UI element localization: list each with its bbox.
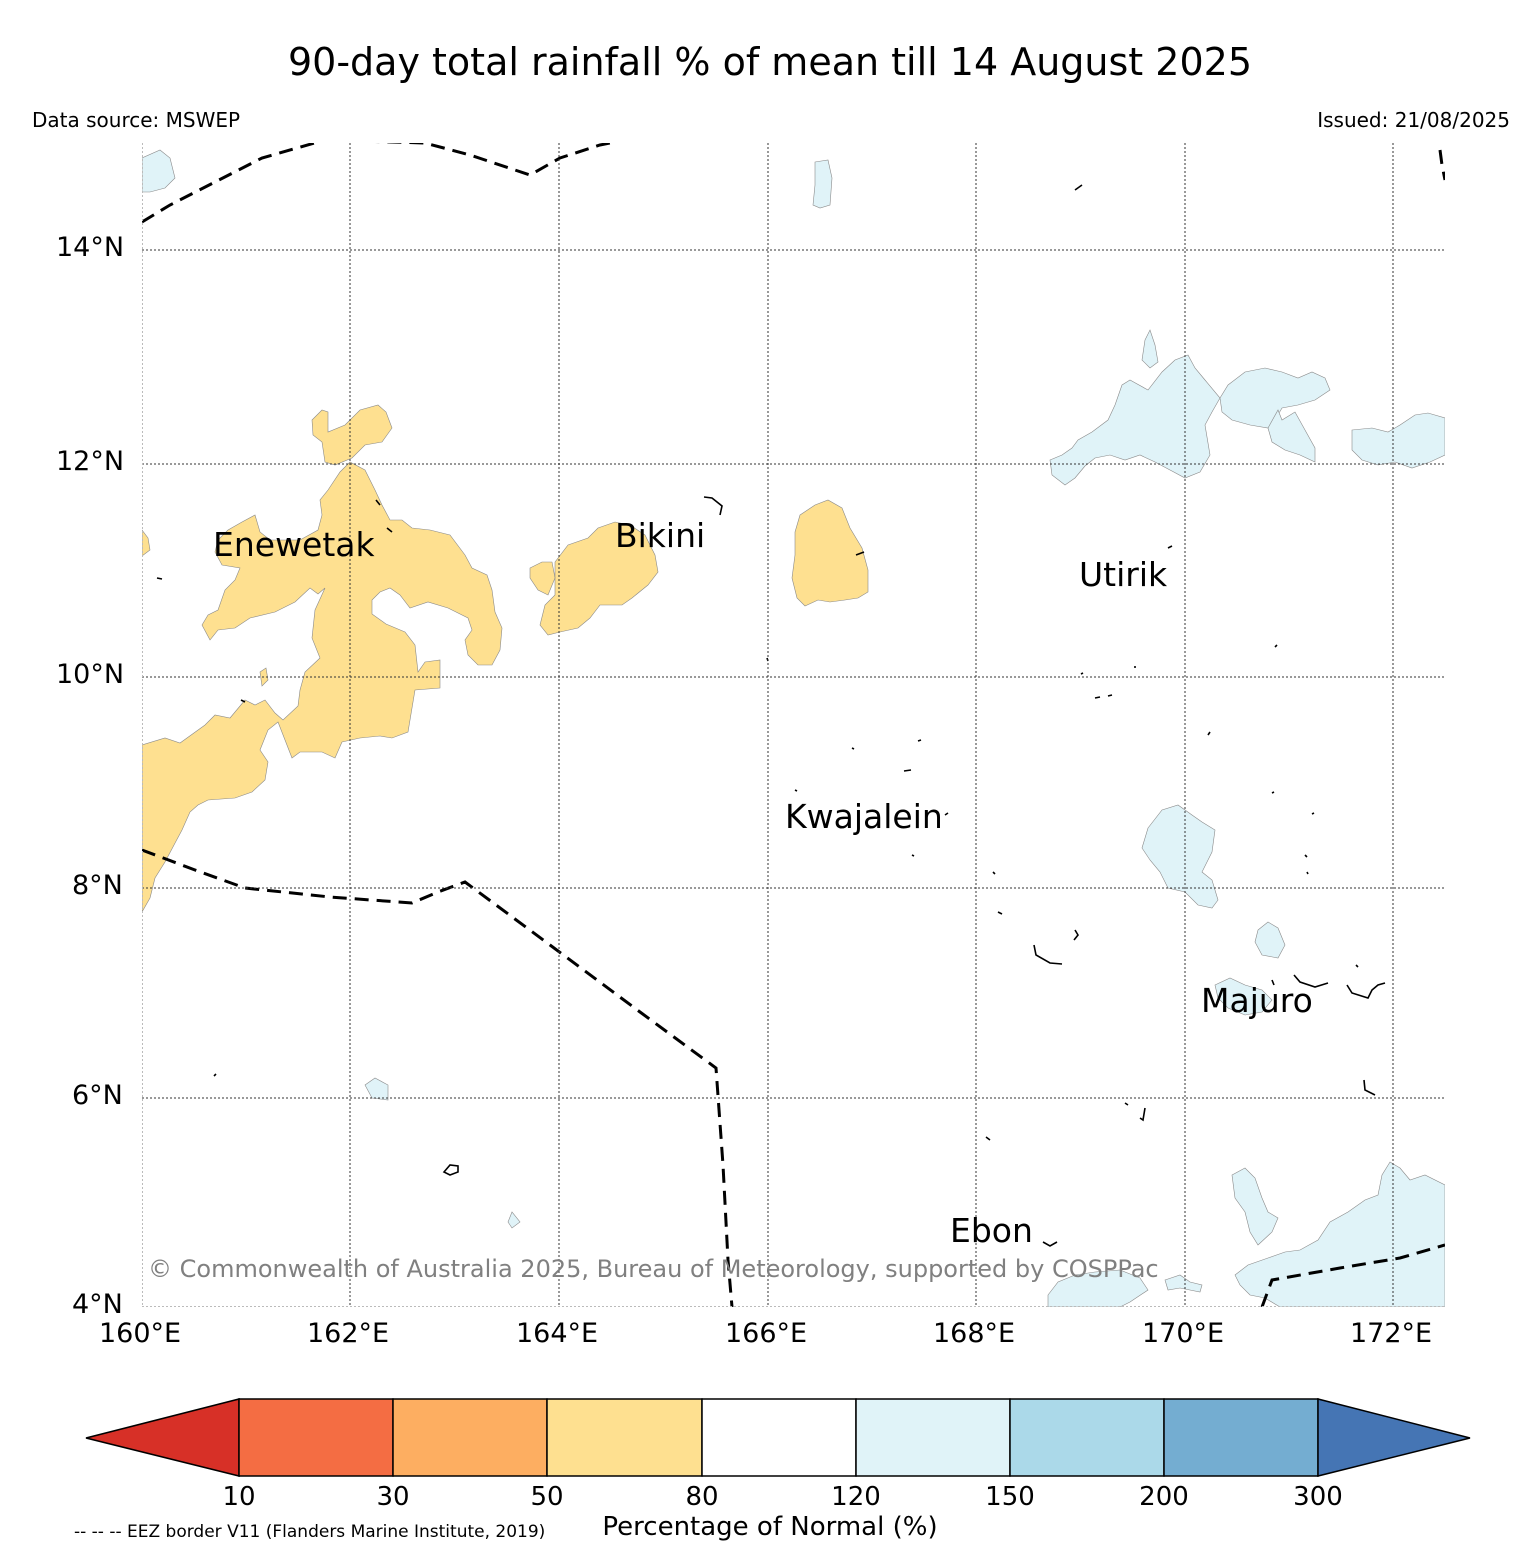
lat-tick-4n: 4°N — [72, 1289, 123, 1320]
copyright-notice: © Commonwealth of Australia 2025, Bureau… — [148, 1255, 1159, 1283]
place-labels: Enewetak Bikini Utirik Kwajalein Majuro … — [213, 516, 1313, 1250]
colorbar-tick-120: 120 — [831, 1482, 881, 1512]
lat-tick-10n: 10°N — [56, 659, 125, 690]
colorbar-high-extension — [1317, 1398, 1471, 1477]
southwest-wet-islet — [507, 1211, 521, 1229]
south-wet-region — [1047, 1269, 1149, 1307]
place-label-utirik: Utirik — [1079, 555, 1168, 594]
lat-tick-12n: 12°N — [56, 446, 125, 477]
lon-tick-162e: 162°E — [307, 1318, 390, 1349]
lat-tick-14n: 14°N — [56, 232, 125, 263]
colorbar-bin-50-80 — [546, 1398, 703, 1477]
colorbar-tick-50: 50 — [530, 1482, 564, 1512]
colorbar-bin-30-50 — [392, 1398, 548, 1477]
colorbar-bin-200-300 — [1163, 1398, 1319, 1477]
enewetak-north-dry-region — [311, 404, 393, 466]
atoll-coastlines — [156, 184, 1386, 1247]
lat-tick-6n: 6°N — [72, 1080, 123, 1111]
place-label-majuro: Majuro — [1201, 981, 1313, 1020]
small-wet-islet-1 — [1141, 329, 1159, 369]
lon-tick-170e: 170°E — [1142, 1318, 1225, 1349]
utirik-north-wet-region — [1049, 354, 1331, 486]
colorbar-tick-10: 10 — [222, 1482, 256, 1512]
colorbar-label: Percentage of Normal (%) — [602, 1512, 938, 1542]
lat-tick-8n: 8°N — [72, 870, 123, 901]
colorbar-tick-80: 80 — [685, 1482, 719, 1512]
place-label-enewetak: Enewetak — [213, 525, 376, 564]
lon-tick-160e: 160°E — [99, 1318, 182, 1349]
central-dry-region — [791, 499, 869, 607]
enewetak-dry-region — [142, 461, 503, 913]
colorbar-bin-80-120 — [701, 1398, 857, 1477]
colorbar-bin-120-150 — [855, 1398, 1011, 1477]
data-source-label: Data source: MSWEP — [32, 108, 241, 132]
colorbar-tick-150: 150 — [985, 1482, 1035, 1512]
north-central-wet-patch — [812, 159, 833, 209]
northeast-wet-region — [1351, 412, 1445, 469]
eez-borders — [142, 143, 1445, 1307]
map-gridlines — [142, 143, 1445, 1307]
bikini-dry-region — [539, 521, 659, 636]
map-area — [142, 143, 1445, 1307]
colorbar-bin-150-200 — [1009, 1398, 1165, 1477]
issued-date-label: Issued: 21/08/2025 — [1317, 108, 1510, 132]
map-edge-gridlines — [142, 143, 1445, 1307]
eez-border-north — [142, 143, 618, 224]
southeast-wet-region — [1234, 1161, 1445, 1307]
south-wet-islet — [1164, 1274, 1203, 1293]
below-normal-regions — [142, 404, 869, 913]
above-normal-regions — [142, 149, 1445, 1307]
map-title: 90-day total rainfall % of mean till 14 … — [287, 40, 1252, 84]
colorbar-bin-10-30 — [238, 1398, 394, 1477]
colorbar-tick-200: 200 — [1139, 1482, 1189, 1512]
bikini-west-dry-region — [529, 561, 556, 596]
west-wet-islet — [364, 1077, 389, 1101]
eez-border-northeast — [1438, 149, 1445, 181]
lon-tick-166e: 166°E — [725, 1318, 808, 1349]
lon-tick-168e: 168°E — [933, 1318, 1016, 1349]
majuro-wet-islet — [1254, 921, 1286, 959]
majuro-wet-patch — [1214, 977, 1273, 1016]
place-label-bikini: Bikini — [615, 516, 705, 555]
utirik-east-wet-region — [1267, 409, 1316, 463]
southeast-wet-islet — [1231, 1167, 1279, 1246]
small-dry-patch-1 — [142, 529, 151, 557]
eez-footnote: -- -- -- EEZ border V11 (Flanders Marine… — [74, 1522, 546, 1542]
eez-border-west-south — [142, 848, 734, 1307]
colorbar-low-extension — [85, 1398, 240, 1477]
majuro-north-wet-region — [1141, 804, 1219, 909]
eez-border-southeast — [1260, 1243, 1445, 1307]
lon-tick-172e: 172°E — [1350, 1318, 1433, 1349]
place-label-ebon: Ebon — [950, 1211, 1033, 1250]
colorbar-tick-300: 300 — [1293, 1482, 1343, 1512]
lon-tick-164e: 164°E — [516, 1318, 599, 1349]
colorbar — [85, 1398, 1471, 1477]
colorbar-tick-30: 30 — [376, 1482, 410, 1512]
northwest-wet-patch — [142, 149, 176, 193]
place-label-kwajalein: Kwajalein — [785, 797, 943, 836]
